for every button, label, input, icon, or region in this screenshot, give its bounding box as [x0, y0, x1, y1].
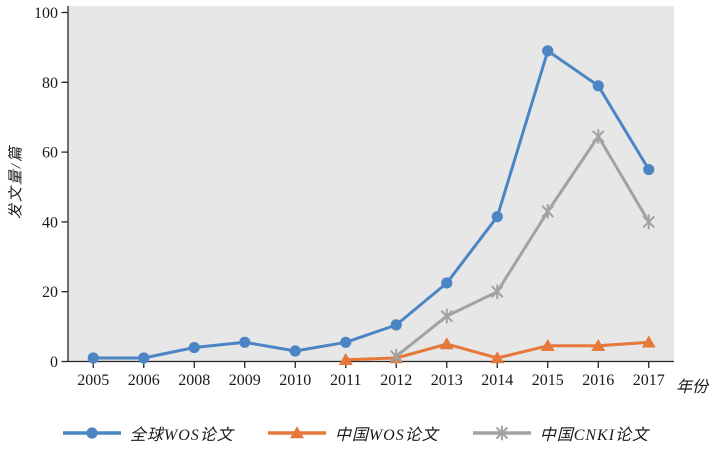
data-point-circle [86, 427, 98, 439]
x-tick-label: 2008 [178, 372, 210, 389]
data-point-asterisk [440, 308, 453, 324]
legend-label-2: 中国CNKI论文 [539, 427, 650, 444]
legend-label-0: 全球WOS论文 [129, 427, 234, 444]
data-point-asterisk [592, 128, 605, 144]
x-tick-label: 2006 [128, 372, 160, 389]
y-tick-label: 20 [42, 284, 58, 301]
chart-legend: 全球WOS论文 中国WOS论文 中国CNKI论文 [0, 421, 712, 445]
data-point-circle [491, 211, 503, 223]
data-point-triangle [540, 338, 555, 351]
data-point-triangle [591, 338, 606, 351]
y-tick-label: 0 [50, 354, 58, 371]
y-tick-label: 80 [42, 75, 58, 92]
data-point-circle [340, 336, 352, 348]
legend-item-0: 全球WOS论文 [62, 421, 234, 445]
data-point-asterisk [642, 214, 655, 230]
data-point-circle [87, 352, 99, 364]
legend-marker-circle-icon [62, 427, 121, 439]
legend-item-1: 中国WOS论文 [267, 421, 439, 445]
x-tick-label: 2011 [330, 372, 361, 389]
data-point-circle [441, 277, 453, 289]
data-point-circle [592, 80, 604, 92]
data-point-triangle [289, 426, 304, 439]
plot-background [68, 6, 674, 362]
x-tick-label: 2009 [229, 372, 261, 389]
data-point-circle [239, 336, 251, 348]
data-point-asterisk [390, 348, 403, 364]
data-point-asterisk [491, 284, 504, 300]
data-point-circle [390, 319, 402, 331]
data-point-circle [188, 341, 200, 354]
legend-label-1: 中国WOS论文 [334, 427, 439, 444]
x-tick-label: 2012 [380, 372, 412, 389]
data-point-circle [289, 345, 301, 357]
data-point-asterisk [541, 203, 554, 219]
legend-marker-triangle-icon [267, 426, 326, 439]
data-point-circle [138, 352, 150, 364]
series-0 [87, 45, 655, 364]
series-line-0 [93, 49, 651, 360]
x-tick-label: 2014 [481, 372, 513, 389]
data-point-circle [542, 45, 554, 57]
legend-marker-asterisk-icon [472, 425, 531, 441]
x-tick-label: 2016 [582, 372, 614, 389]
x-tick-label: 2005 [77, 372, 109, 389]
x-tick-label: 2017 [633, 372, 665, 389]
series-2 [390, 128, 655, 364]
x-tick-label: 2010 [279, 372, 311, 389]
data-point-triangle [439, 337, 454, 350]
y-tick-label: 40 [42, 214, 58, 231]
legend-item-2: 中国CNKI论文 [472, 421, 650, 445]
data-point-asterisk [495, 425, 508, 441]
y-axis-title: 发文量/篇 [8, 144, 25, 220]
data-point-triangle [641, 335, 656, 348]
x-axis-title: 年份 [676, 379, 709, 396]
y-tick-label: 100 [34, 5, 58, 22]
x-tick-label: 2015 [532, 372, 564, 389]
data-point-triangle [338, 352, 353, 365]
x-tick-label: 2013 [431, 372, 463, 389]
y-tick-label: 60 [42, 145, 58, 162]
line-chart-plot: 0 20 40 60 80 100 2005 2006 2008 2009 2010 2011 2012… [34, 5, 674, 389]
data-point-circle [643, 163, 655, 176]
series-line-2 [395, 134, 651, 358]
data-point-triangle [490, 351, 505, 364]
